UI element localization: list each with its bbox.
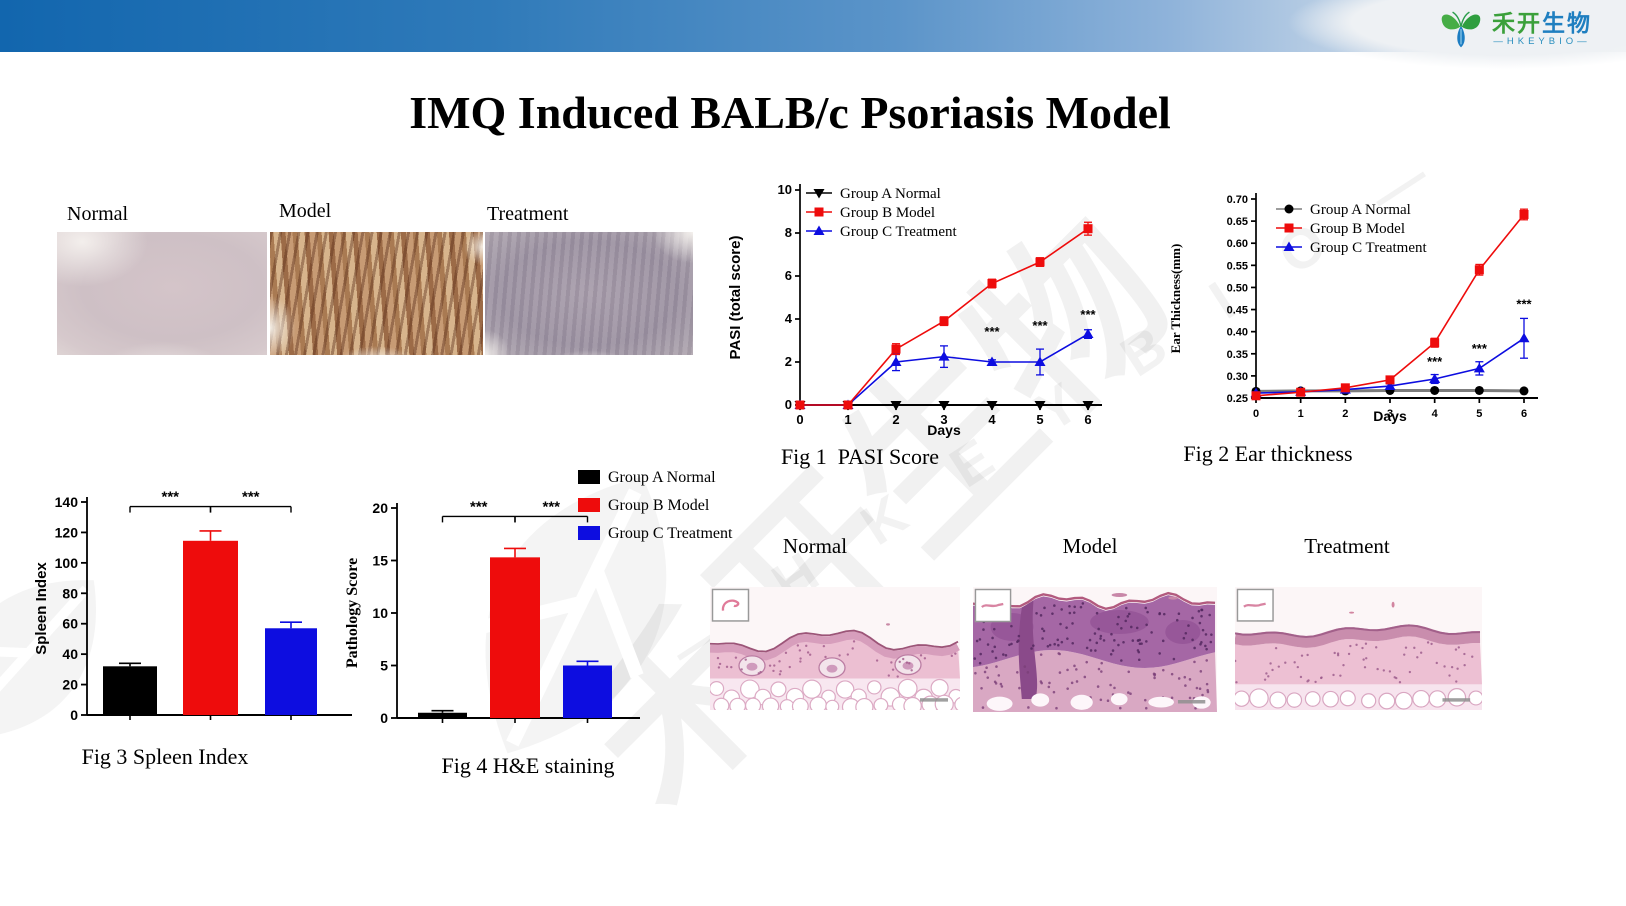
svg-text:1: 1 [844,412,851,427]
svg-text:0: 0 [1253,408,1259,420]
svg-text:Group A Normal: Group A Normal [1310,202,1411,218]
svg-text:Group B Model: Group B Model [840,205,935,221]
svg-text:Days: Days [927,422,961,438]
fig2-ear-thickness-line-chart: 0.25 0.30 0.35 0.40 0.45 0.50 0.55 0.60 0.65 0.70… [1168,193,1538,424]
svg-text:2: 2 [1342,408,1348,420]
svg-text:0.65: 0.65 [1227,216,1248,228]
svg-text:0: 0 [380,710,388,726]
svg-text:Group A Normal: Group A Normal [608,469,716,486]
svg-text:6: 6 [1084,412,1091,427]
svg-text:140: 140 [55,494,79,510]
svg-text:Spleen Index: Spleen Index [33,562,50,655]
svg-text:Pathology Score: Pathology Score [344,558,361,668]
fig1-caption: Fig 1 PASI Score [780,444,940,469]
svg-text:PASI (total score): PASI (total score) [727,236,744,360]
fig1-pasi-line-chart: 0 2 4 6 8 10 0 1 2 3 4 5 6 Days PASI (total score) *** *… [727,182,1102,438]
fig2-caption: Fig 2 Ear thickness [1183,441,1353,466]
svg-text:Group B Model: Group B Model [608,497,710,514]
svg-text:Group A Normal: Group A Normal [840,186,941,202]
svg-text:0: 0 [796,412,803,427]
logo-leaf-icon [1441,11,1481,48]
svg-text:100: 100 [55,555,79,571]
svg-text:3: 3 [940,412,947,427]
svg-text:80: 80 [62,585,78,601]
svg-text:Ear Thickness(mm): Ear Thickness(mm) [1168,244,1183,354]
svg-text:0: 0 [70,707,78,723]
fig3-spleen-index-bar-chart: 0 20 40 60 80 100 120 140 *** *** Spleen Index [33,489,352,723]
histology-image-model [973,587,1217,712]
histo-label-treatment: Treatment [1304,534,1390,558]
svg-text:4: 4 [785,311,793,326]
photo-label-treatment: Treatment [487,203,569,225]
svg-text:4: 4 [988,412,996,427]
svg-text:6: 6 [785,268,792,283]
svg-text:6: 6 [1521,408,1527,420]
fig4-caption: Fig 4 H&E staining [441,753,615,778]
svg-text:3: 3 [1387,408,1393,420]
svg-text:***: *** [1472,341,1488,356]
histology-image-treatment [1235,587,1482,710]
svg-text:Group B Model: Group B Model [1310,221,1405,237]
svg-text:0.45: 0.45 [1227,305,1248,317]
histo-label-normal: Normal [782,534,848,558]
svg-text:8: 8 [785,225,792,240]
svg-text:***: *** [1080,307,1096,322]
svg-text:1: 1 [1298,408,1304,420]
svg-text:***: *** [1516,297,1532,312]
svg-text:***: *** [242,489,260,506]
photo-label-model: Model [279,200,332,222]
svg-text:5: 5 [1036,412,1043,427]
svg-text:***: *** [984,324,1000,339]
svg-text:***: *** [470,498,488,515]
svg-text:0.55: 0.55 [1227,260,1248,272]
svg-text:2: 2 [785,354,792,369]
skin-photo-treatment [485,232,693,355]
svg-text:10: 10 [778,182,792,197]
svg-text:0: 0 [785,397,792,412]
svg-text:***: *** [542,498,560,515]
svg-text:0.70: 0.70 [1227,194,1248,206]
svg-text:15: 15 [372,553,388,569]
svg-text:0.30: 0.30 [1227,371,1248,383]
svg-text:0.40: 0.40 [1227,327,1248,339]
skin-photo-model [270,232,483,355]
photo-label-normal: Normal [67,203,129,225]
svg-text:4: 4 [1432,408,1439,420]
svg-text:2: 2 [892,412,899,427]
fig3-caption: Fig 3 Spleen Index [81,744,249,769]
svg-text:0.35: 0.35 [1227,349,1248,361]
svg-text:Group C Treatment: Group C Treatment [840,224,958,240]
svg-text:40: 40 [62,646,78,662]
skin-photo-normal [57,232,267,355]
svg-text:60: 60 [62,616,78,632]
svg-text:20: 20 [62,677,78,693]
svg-text:Days: Days [1373,408,1407,424]
svg-text:5: 5 [1476,408,1482,420]
logo-name-en: —HKEYBIO— [1493,36,1591,48]
svg-text:5: 5 [380,658,388,674]
svg-text:Group C Treatment: Group C Treatment [1310,240,1428,256]
svg-text:***: *** [1032,318,1048,333]
svg-text:***: *** [1427,354,1443,369]
svg-text:0.50: 0.50 [1227,282,1248,294]
header-right-panel [1196,0,1626,80]
fig4-pathology-score-bar-chart: 0 5 10 15 20 *** *** Pathology Score Group A Nor… [344,469,733,726]
svg-text:10: 10 [372,605,388,621]
svg-text:***: *** [161,489,179,506]
page-title: IMQ Induced BALB/c Psoriasis Model [409,87,1171,138]
svg-text:20: 20 [372,500,388,516]
svg-text:0.60: 0.60 [1227,238,1248,250]
logo-name-cn: 禾开生物 [1492,9,1592,36]
logo-text: 禾开生物 —HKEYBIO— [1492,11,1592,47]
histology-image-normal [710,587,960,710]
svg-text:0.25: 0.25 [1227,393,1248,405]
histo-label-model: Model [1062,534,1118,558]
company-logo: 禾开生物 —HKEYBIO— [1438,6,1592,52]
svg-text:120: 120 [55,524,79,540]
